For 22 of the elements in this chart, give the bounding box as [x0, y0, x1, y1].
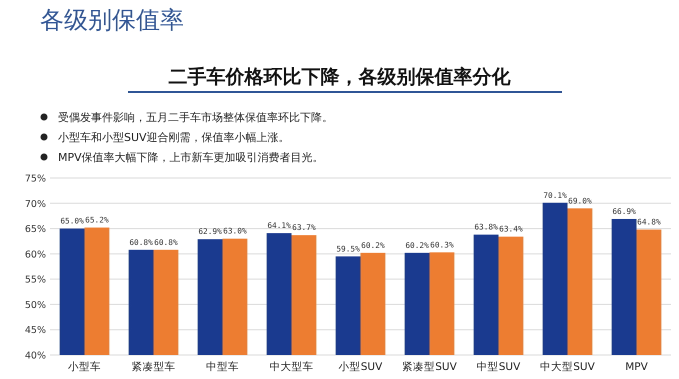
y-tick-label: 75%	[24, 174, 46, 184]
x-tick-label: 小型车	[68, 360, 101, 373]
y-tick-label: 70%	[24, 198, 46, 210]
x-tick-label: 中大型车	[270, 360, 314, 373]
text: 受偶发事件影响，五月二手车市场整体保值率环比下降。	[58, 111, 333, 124]
x-tick-label: 中型SUV	[476, 360, 522, 373]
y-tick-label: 50%	[24, 300, 46, 311]
text: MPV保值率大幅下降，上市新车更加吸引消费者目光。	[58, 151, 324, 164]
x-tick-label: 紧凑型SUV	[402, 361, 458, 373]
y-tick-label: 40%	[24, 350, 46, 362]
x-tick-label: 中大型SUV	[540, 360, 596, 373]
x-tick-label: 紧凑型车	[132, 360, 176, 373]
y-tick-label: 55%	[24, 274, 46, 286]
chart-title: 各级别保值率	[40, 6, 184, 34]
y-tick-label: 60%	[24, 249, 46, 260]
x-tick-label: 小型SUV	[338, 360, 384, 373]
x-tick-label: MPV	[625, 361, 649, 373]
chart-subtitle: 二手车价格环比下降，各级别保值率分化	[168, 66, 512, 88]
y-tick-label: 45%	[24, 325, 46, 336]
text: 小型车和小型SUV迎合刚需，保值率小幅上涨。	[58, 131, 290, 144]
x-tick-label: 中型车	[206, 360, 239, 373]
y-tick-label: 65%	[24, 224, 46, 236]
